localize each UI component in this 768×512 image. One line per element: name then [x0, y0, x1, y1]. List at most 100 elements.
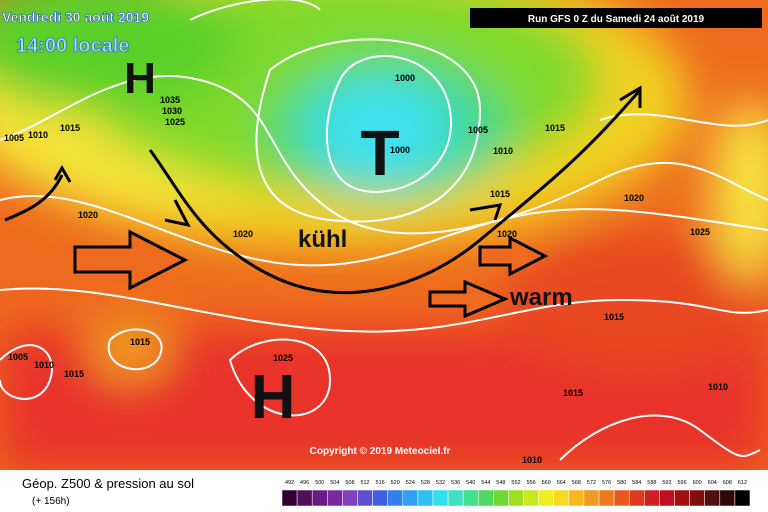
scale-swatch — [628, 489, 645, 507]
scale-swatch — [296, 489, 313, 507]
scale-label: 540 — [466, 480, 475, 486]
front-lines — [4, 85, 642, 294]
scale-swatch — [372, 489, 388, 507]
scale-label: 568 — [572, 480, 581, 486]
isobar-label: 1035 — [160, 95, 180, 105]
scale-swatch — [357, 489, 373, 507]
scale-label: 556 — [527, 480, 536, 486]
scale-label: 576 — [602, 480, 611, 486]
isobars — [0, 0, 768, 461]
scale-swatch — [402, 489, 419, 507]
scale-swatch — [447, 489, 464, 507]
isobar-label: 1010 — [493, 146, 513, 156]
scale-label: 560 — [542, 480, 551, 486]
scale-label: 532 — [436, 480, 445, 486]
footer-lead: (+ 156h) — [32, 496, 70, 507]
isobar-label: 1015 — [60, 123, 80, 133]
scale-label: 536 — [451, 480, 460, 486]
scale-swatch — [734, 489, 751, 507]
scale-label: 508 — [345, 480, 354, 486]
scale-swatch — [689, 489, 705, 507]
isobar-label: 1025 — [165, 117, 185, 127]
isobar-label: 1005 — [8, 352, 28, 362]
field — [0, 0, 768, 470]
scale-label: 512 — [360, 480, 369, 486]
isobar-label: 1025 — [690, 227, 710, 237]
annotation: warm — [509, 284, 573, 311]
scale-swatch — [568, 489, 585, 507]
scale-swatch — [462, 489, 479, 507]
scale-swatch — [311, 489, 328, 507]
scale-label: 548 — [496, 480, 505, 486]
scale-swatch — [553, 489, 570, 507]
scale-label: 552 — [511, 480, 520, 486]
isobar-label: 1015 — [64, 369, 84, 379]
isobar-label: 1010 — [522, 455, 542, 465]
scale-swatch — [719, 489, 736, 507]
scale-label: 504 — [330, 480, 339, 486]
isobar-label: 1010 — [34, 360, 54, 370]
scale-swatch — [417, 489, 434, 507]
annotation: kühl — [298, 226, 347, 253]
scale-label: 604 — [708, 480, 717, 486]
scale-label: 608 — [723, 480, 732, 486]
scale-swatch — [281, 489, 298, 507]
scale-label: 612 — [738, 480, 747, 486]
scale-label: 496 — [300, 480, 309, 486]
isobar-label: 1020 — [497, 229, 517, 239]
scale-swatch — [342, 489, 358, 507]
scale-swatch — [659, 489, 675, 507]
scale-swatch — [644, 489, 660, 507]
footer-title: Géop. Z500 & pression au sol — [22, 476, 194, 491]
scale-swatch — [387, 489, 404, 507]
scale-label: 596 — [677, 480, 686, 486]
scale-swatch — [704, 489, 721, 507]
scale-swatch — [432, 489, 449, 507]
scale-label: 524 — [406, 480, 415, 486]
low-pressure: T — [360, 117, 399, 189]
isobar-label: 1010 — [28, 130, 48, 140]
isobar-label: 1000 — [395, 73, 415, 83]
isobar-label: 1015 — [604, 312, 624, 322]
arrows — [73, 229, 549, 319]
time: 14:00 locale — [16, 35, 129, 57]
scale-label: 572 — [587, 480, 596, 486]
scale-swatch — [478, 489, 494, 507]
scale-label: 600 — [693, 480, 702, 486]
scale-swatch — [508, 489, 524, 507]
scale-swatch — [674, 489, 690, 507]
isobar-label: 1005 — [468, 125, 488, 135]
copyright: Copyright © 2019 Meteociel.fr — [310, 446, 451, 457]
scale-swatch — [598, 489, 615, 507]
isobar-label: 1020 — [624, 193, 644, 203]
scale-label: 564 — [557, 480, 566, 486]
isobar-label: 1005 — [4, 133, 24, 143]
isobar-label: 1000 — [390, 145, 410, 155]
scale-label: 500 — [315, 480, 324, 486]
scale-label: 580 — [617, 480, 626, 486]
isobar-label: 1030 — [162, 106, 182, 116]
scale-swatch — [523, 489, 539, 507]
scale-swatch — [493, 489, 509, 507]
isobar-label: 1015 — [130, 337, 150, 347]
scale-swatch — [538, 489, 554, 507]
isobar-label: 1015 — [490, 189, 510, 199]
scale-swatch — [327, 489, 343, 507]
run: Run GFS 0 Z du Samedi 24 août 2019 — [528, 14, 705, 25]
isobar-label: 1025 — [273, 353, 293, 363]
isobar-label: 1010 — [708, 382, 728, 392]
high-pressure: H — [124, 54, 156, 103]
scale-label: 588 — [647, 480, 656, 486]
scale-label: 584 — [632, 480, 641, 486]
scale-label: 544 — [481, 480, 490, 486]
scale-label: 492 — [285, 480, 294, 486]
scale-label: 516 — [376, 480, 385, 486]
isobar-label: 1020 — [233, 229, 253, 239]
run-box — [470, 8, 762, 28]
isobar-label: 1015 — [545, 123, 565, 133]
scale-label: 520 — [391, 480, 400, 486]
isobar-label: 1020 — [78, 210, 98, 220]
high-pressure: H — [251, 363, 296, 432]
isobar-label: 1015 — [563, 388, 583, 398]
